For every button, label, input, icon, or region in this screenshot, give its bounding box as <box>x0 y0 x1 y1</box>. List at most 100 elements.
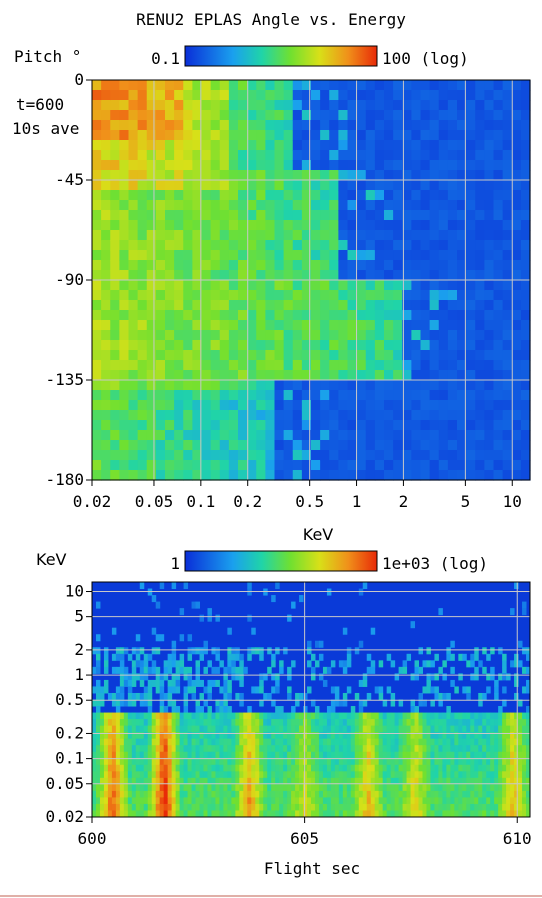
bottom-heatmap-cell <box>163 771 169 779</box>
top-heatmap-cell <box>356 470 367 481</box>
bottom-heatmap-cell <box>526 777 531 785</box>
bottom-heatmap-cell <box>127 784 133 792</box>
top-heatmap-cell <box>155 280 166 291</box>
bottom-heatmap-cell <box>143 745 149 753</box>
top-heatmap-cell <box>502 430 513 441</box>
bottom-heatmap-cell <box>287 725 292 733</box>
top-heatmap-cell <box>128 120 139 131</box>
top-heatmap-cell <box>256 330 266 341</box>
top-heatmap-cell <box>438 170 449 181</box>
bottom-heatmap-cell <box>322 725 328 733</box>
top-heatmap-cell <box>238 150 248 161</box>
bottom-heatmap-cell <box>398 790 404 798</box>
top-heatmap-cell <box>466 380 476 391</box>
top-heatmap-cell <box>247 200 257 211</box>
bottom-heatmap-cell <box>414 751 420 759</box>
bottom-heatmap-cell <box>438 738 443 746</box>
bottom-heatmap-cell <box>223 699 228 707</box>
bottom-heatmap-cell <box>171 673 177 681</box>
top-heatmap-cell <box>165 420 175 431</box>
bottom-heatmap-cell <box>354 745 360 753</box>
bottom-heatmap-cell <box>239 751 244 759</box>
bottom-xlabel: Flight sec <box>264 859 360 878</box>
top-heatmap-cell <box>274 370 285 381</box>
bottom-heatmap-cell <box>378 751 384 759</box>
top-heatmap-cell <box>384 430 394 441</box>
top-heatmap-cell <box>347 260 358 271</box>
bottom-heatmap-cell <box>370 758 376 766</box>
bottom-heatmap-cell <box>211 797 216 805</box>
top-heatmap-cell <box>183 350 193 361</box>
bottom-heatmap-cell <box>370 771 376 779</box>
top-heatmap-cell <box>174 210 184 221</box>
bottom-heatmap-cell <box>211 732 216 740</box>
top-y-tick-label: -180 <box>45 470 84 489</box>
bottom-heatmap-cell <box>450 640 455 648</box>
bottom-heatmap-cell <box>394 777 400 785</box>
bottom-heatmap-cell <box>179 745 185 753</box>
top-heatmap-cell <box>374 190 385 201</box>
bottom-heatmap-cell <box>470 758 475 766</box>
bottom-heatmap-cell <box>338 738 344 746</box>
top-heatmap-cell <box>283 250 294 261</box>
top-heatmap-cell <box>292 130 303 141</box>
bottom-heatmap-cell <box>247 712 252 720</box>
top-heatmap-cell <box>311 460 321 471</box>
bottom-heatmap-cell <box>207 692 212 700</box>
bottom-heatmap-cell <box>291 758 296 766</box>
top-heatmap-cell <box>183 160 193 171</box>
top-heatmap-cell <box>502 200 513 211</box>
bottom-x-tick-label: 605 <box>290 829 319 848</box>
bottom-heatmap-cell <box>362 810 368 818</box>
top-heatmap-cell <box>228 80 239 91</box>
bottom-heatmap-cell <box>239 797 244 805</box>
top-heatmap-cell <box>165 470 175 481</box>
top-heatmap-cell <box>165 360 175 371</box>
top-heatmap-cell <box>447 390 458 401</box>
top-heatmap-cell <box>292 140 303 151</box>
bottom-heatmap-cell <box>506 810 511 818</box>
bottom-heatmap-cell <box>243 745 248 753</box>
bottom-heatmap-cell <box>394 764 400 772</box>
top-heatmap-cell <box>493 360 504 371</box>
bottom-heatmap-cell <box>342 797 348 805</box>
top-heatmap-cell <box>119 280 130 291</box>
top-heatmap-cell <box>165 270 175 281</box>
bottom-heatmap-cell <box>99 790 105 798</box>
top-heatmap-cell <box>192 180 203 191</box>
top-heatmap-cell <box>292 270 303 281</box>
bottom-heatmap-cell <box>159 725 165 733</box>
top-heatmap-cell <box>228 440 239 451</box>
top-heatmap-cell <box>119 320 130 331</box>
bottom-heatmap-cell <box>350 771 356 779</box>
top-heatmap-cell <box>374 380 385 391</box>
bottom-heatmap-cell <box>334 810 340 818</box>
bottom-heatmap-cell <box>159 738 165 746</box>
bottom-heatmap-cell <box>462 797 467 805</box>
bottom-heatmap-cell <box>199 784 204 792</box>
top-heatmap-cell <box>92 230 102 241</box>
top-heatmap-cell <box>365 290 376 301</box>
bottom-heatmap-cell <box>490 764 495 772</box>
bottom-heatmap-cell <box>227 706 232 714</box>
top-heatmap-cell <box>292 300 303 311</box>
top-heatmap-cell <box>183 190 193 201</box>
top-heatmap-cell <box>274 360 285 371</box>
bottom-heatmap-cell <box>279 803 284 811</box>
top-heatmap-cell <box>101 260 111 271</box>
bottom-heatmap-cell <box>406 653 412 661</box>
bottom-heatmap-cell <box>422 758 427 766</box>
top-heatmap-cell <box>420 190 431 201</box>
bottom-heatmap-cell <box>279 666 284 674</box>
bottom-heatmap-cell <box>111 758 117 766</box>
top-heatmap-cell <box>493 80 504 91</box>
bottom-heatmap-cell <box>442 803 447 811</box>
bottom-heatmap-cell <box>478 751 483 759</box>
bottom-heatmap-cell <box>251 719 256 727</box>
bottom-heatmap-cell <box>195 732 201 740</box>
top-heatmap-cell <box>520 130 531 141</box>
top-heatmap-cell <box>384 220 394 231</box>
bottom-heatmap-cell <box>287 751 292 759</box>
bottom-heatmap-cell <box>179 803 185 811</box>
top-heatmap-cell <box>256 380 266 391</box>
